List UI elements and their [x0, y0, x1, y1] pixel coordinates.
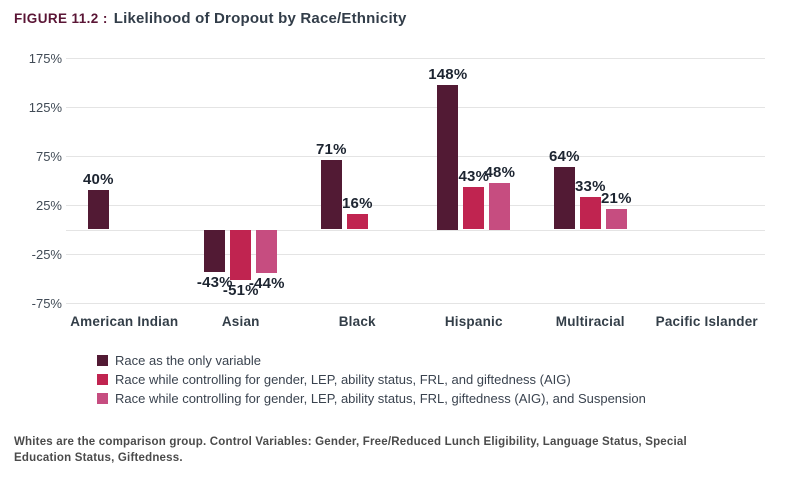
x-category-label: Multiracial — [555, 314, 625, 329]
gridline — [66, 156, 765, 157]
bar-asian-s3 — [256, 229, 278, 273]
bar-multiracial-s2 — [579, 197, 601, 230]
bar-multiracial-s1 — [553, 166, 575, 230]
y-tick-label: 175% — [28, 50, 62, 66]
footnote: Whites are the comparison group. Control… — [14, 436, 687, 465]
y-tick-label: -75% — [31, 295, 62, 311]
zero-gridline — [66, 229, 765, 231]
chart-legend: Race as the only variable Race while cont… — [97, 353, 646, 406]
page-title: Likelihood of Dropout by Race/Ethnicity — [113, 10, 407, 27]
gridline — [66, 254, 765, 255]
legend-item: Race while controlling for gender, LEP, … — [97, 391, 646, 406]
bar-hispanic-s3 — [489, 182, 511, 230]
bar-value-label: -43% — [196, 273, 233, 291]
bar-value-label: 16% — [341, 194, 373, 212]
gridline — [66, 205, 765, 206]
legend-swatch — [97, 393, 108, 404]
bar-value-label: 21% — [600, 189, 632, 207]
bar-value-label: 71% — [315, 140, 347, 158]
y-tick-label: 25% — [35, 197, 62, 213]
bar-multiracial-s3 — [605, 208, 627, 230]
bar-value-label: 40% — [82, 171, 114, 189]
y-tick-label: -25% — [31, 246, 62, 262]
x-category-label: Hispanic — [444, 314, 503, 329]
bar-value-label: -44% — [248, 274, 285, 292]
y-tick-label: 125% — [28, 99, 62, 115]
bar-value-label: 64% — [548, 147, 580, 165]
bar-black-s2 — [346, 213, 368, 230]
bar-value-label: 43% — [458, 168, 490, 186]
legend-item: Race as the only variable — [97, 353, 646, 368]
bar-value-label: -51% — [222, 281, 259, 299]
bar-hispanic-s1 — [437, 84, 459, 230]
bar-value-label: 33% — [574, 178, 606, 196]
x-category-label: Pacific Islander — [655, 314, 758, 329]
x-category-label: Asian — [221, 314, 260, 329]
legend-label: Race while controlling for gender, LEP, … — [115, 391, 646, 406]
bar-american-indian-s1 — [87, 190, 109, 230]
gridline — [66, 107, 765, 108]
bar-hispanic-s2 — [463, 187, 485, 230]
figure-label: FIGURE 11.2 : — [14, 11, 108, 26]
gridline — [66, 58, 765, 59]
x-category-label: American Indian — [70, 314, 179, 329]
legend-label: Race while controlling for gender, LEP, … — [115, 372, 571, 387]
legend-swatch — [97, 374, 108, 385]
legend-swatch — [97, 355, 108, 366]
legend-item: Race while controlling for gender, LEP, … — [97, 372, 646, 387]
x-category-label: Black — [338, 314, 376, 329]
figure-header: FIGURE 11.2 : Likelihood of Dropout by Ra… — [14, 10, 407, 28]
y-tick-label: 75% — [35, 148, 62, 164]
gridline — [66, 303, 765, 304]
bar-asian-s2 — [230, 229, 252, 280]
bar-black-s1 — [320, 159, 342, 230]
bar-asian-s1 — [204, 229, 226, 272]
bar-value-label: 148% — [428, 65, 468, 83]
legend-label: Race as the only variable — [115, 353, 261, 368]
bar-value-label: 48% — [484, 163, 516, 181]
